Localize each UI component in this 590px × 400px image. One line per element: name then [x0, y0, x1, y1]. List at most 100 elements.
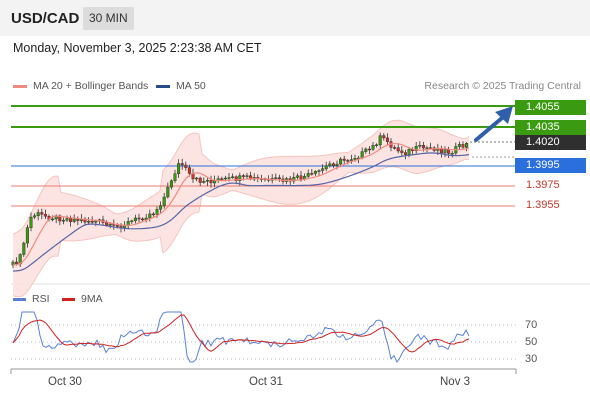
- forecast-arrow-icon: [474, 106, 513, 142]
- resistance-1-label: 1.4035: [515, 120, 586, 135]
- candle-body: [72, 218, 76, 222]
- rsi-ma-label: 9MA: [81, 293, 103, 305]
- candle-body: [292, 177, 296, 182]
- candle-body: [155, 209, 159, 215]
- candle-body: [180, 163, 184, 166]
- rsi-level-50: 50: [525, 336, 538, 348]
- rsi-ma-swatch: [62, 297, 75, 301]
- candle-body: [306, 173, 310, 177]
- research-credit: Research © 2025 Trading Central: [424, 80, 581, 92]
- candle-body: [184, 164, 188, 168]
- candle-body: [295, 175, 299, 178]
- candle-body: [25, 227, 29, 244]
- candle-body: [51, 218, 55, 221]
- candle-body: [241, 175, 245, 177]
- candle-body: [313, 171, 317, 174]
- candle-body: [151, 213, 155, 216]
- candle-body: [360, 151, 364, 159]
- candle-body: [403, 152, 407, 155]
- candle-body: [227, 177, 231, 179]
- candle-body: [450, 152, 454, 155]
- candle-body: [364, 148, 368, 152]
- ma50-swatch: [156, 84, 170, 88]
- candle-body: [108, 223, 112, 226]
- candle-body: [335, 163, 339, 166]
- candle-body: [465, 143, 469, 148]
- top-bar: USD/CAD 30 MIN: [0, 0, 590, 36]
- candle-body: [393, 147, 397, 149]
- x-label-nov3: Nov 3: [440, 376, 471, 388]
- support-2-label: 1.3955: [526, 199, 560, 211]
- rsi-label: RSI: [32, 293, 50, 305]
- candle-body: [414, 146, 418, 152]
- rsi-swatch: [13, 297, 26, 301]
- candle-body: [396, 147, 400, 152]
- legend-ma50: MA 50: [156, 80, 206, 92]
- candle-body: [36, 212, 40, 216]
- chart-datetime: Monday, November 3, 2025 2:23:38 AM CET: [13, 41, 262, 55]
- last-price-label: 1.4020: [515, 135, 586, 150]
- candle-body: [238, 175, 242, 181]
- candle-body: [198, 177, 202, 183]
- candle-body: [169, 180, 173, 188]
- candle-body: [245, 175, 249, 177]
- x-label-oct31: Oct 31: [249, 376, 283, 388]
- timeframe-badge[interactable]: 30 MIN: [83, 7, 134, 30]
- candle-body: [425, 147, 429, 149]
- candle-body: [137, 217, 141, 220]
- candle-body: [220, 178, 224, 180]
- candle-body: [90, 220, 94, 223]
- candle-body: [382, 135, 386, 139]
- candle-body: [130, 220, 134, 223]
- pivot-label: 1.3995: [515, 158, 586, 173]
- candle-body: [443, 149, 447, 154]
- candle-body: [115, 225, 119, 227]
- candle-body: [187, 167, 191, 174]
- candle-body: [209, 180, 213, 184]
- candlesticks: [11, 132, 469, 269]
- candle-body: [299, 175, 303, 180]
- candle-body: [353, 157, 357, 160]
- arrow-head: [495, 106, 513, 124]
- rsi-ma-line: [12, 314, 470, 353]
- candle-body: [202, 180, 206, 183]
- candle-body: [418, 144, 422, 147]
- moving-averages: [12, 142, 470, 272]
- arrow-shaft: [474, 116, 504, 142]
- rsi-level-30: 30: [525, 353, 538, 365]
- candle-body: [371, 145, 375, 150]
- legend-ma20: MA 20 + Bollinger Bands: [13, 80, 148, 92]
- candle-body: [159, 205, 163, 210]
- bollinger-band-fill: [13, 120, 469, 297]
- candle-body: [177, 163, 181, 175]
- candle-body: [328, 163, 332, 166]
- currency-pair-title: USD/CAD: [11, 10, 80, 27]
- bollinger-bands: [12, 119, 470, 298]
- candle-body: [310, 173, 314, 175]
- candle-body: [105, 222, 109, 226]
- candle-body: [317, 170, 321, 172]
- candle-body: [205, 180, 209, 182]
- support-1-label: 1.3975: [526, 179, 560, 191]
- legend-rsi: RSI: [13, 293, 50, 305]
- candle-body: [133, 217, 137, 221]
- candle-body: [324, 165, 328, 170]
- candle-body: [33, 215, 37, 218]
- candle-body: [87, 220, 91, 223]
- candle-body: [15, 261, 19, 265]
- candle-body: [331, 163, 335, 166]
- candle-body: [40, 212, 44, 215]
- candle-body: [447, 149, 451, 154]
- candle-body: [342, 158, 346, 161]
- candle-body: [321, 168, 325, 171]
- ma20-swatch: [13, 84, 27, 88]
- candle-body: [375, 144, 379, 147]
- candle-body: [61, 219, 65, 222]
- candle-body: [349, 159, 353, 161]
- candle-body: [166, 186, 170, 198]
- candle-body: [65, 218, 69, 221]
- candle-body: [29, 216, 33, 228]
- candle-body: [69, 218, 73, 222]
- ma50-line: [12, 152, 470, 272]
